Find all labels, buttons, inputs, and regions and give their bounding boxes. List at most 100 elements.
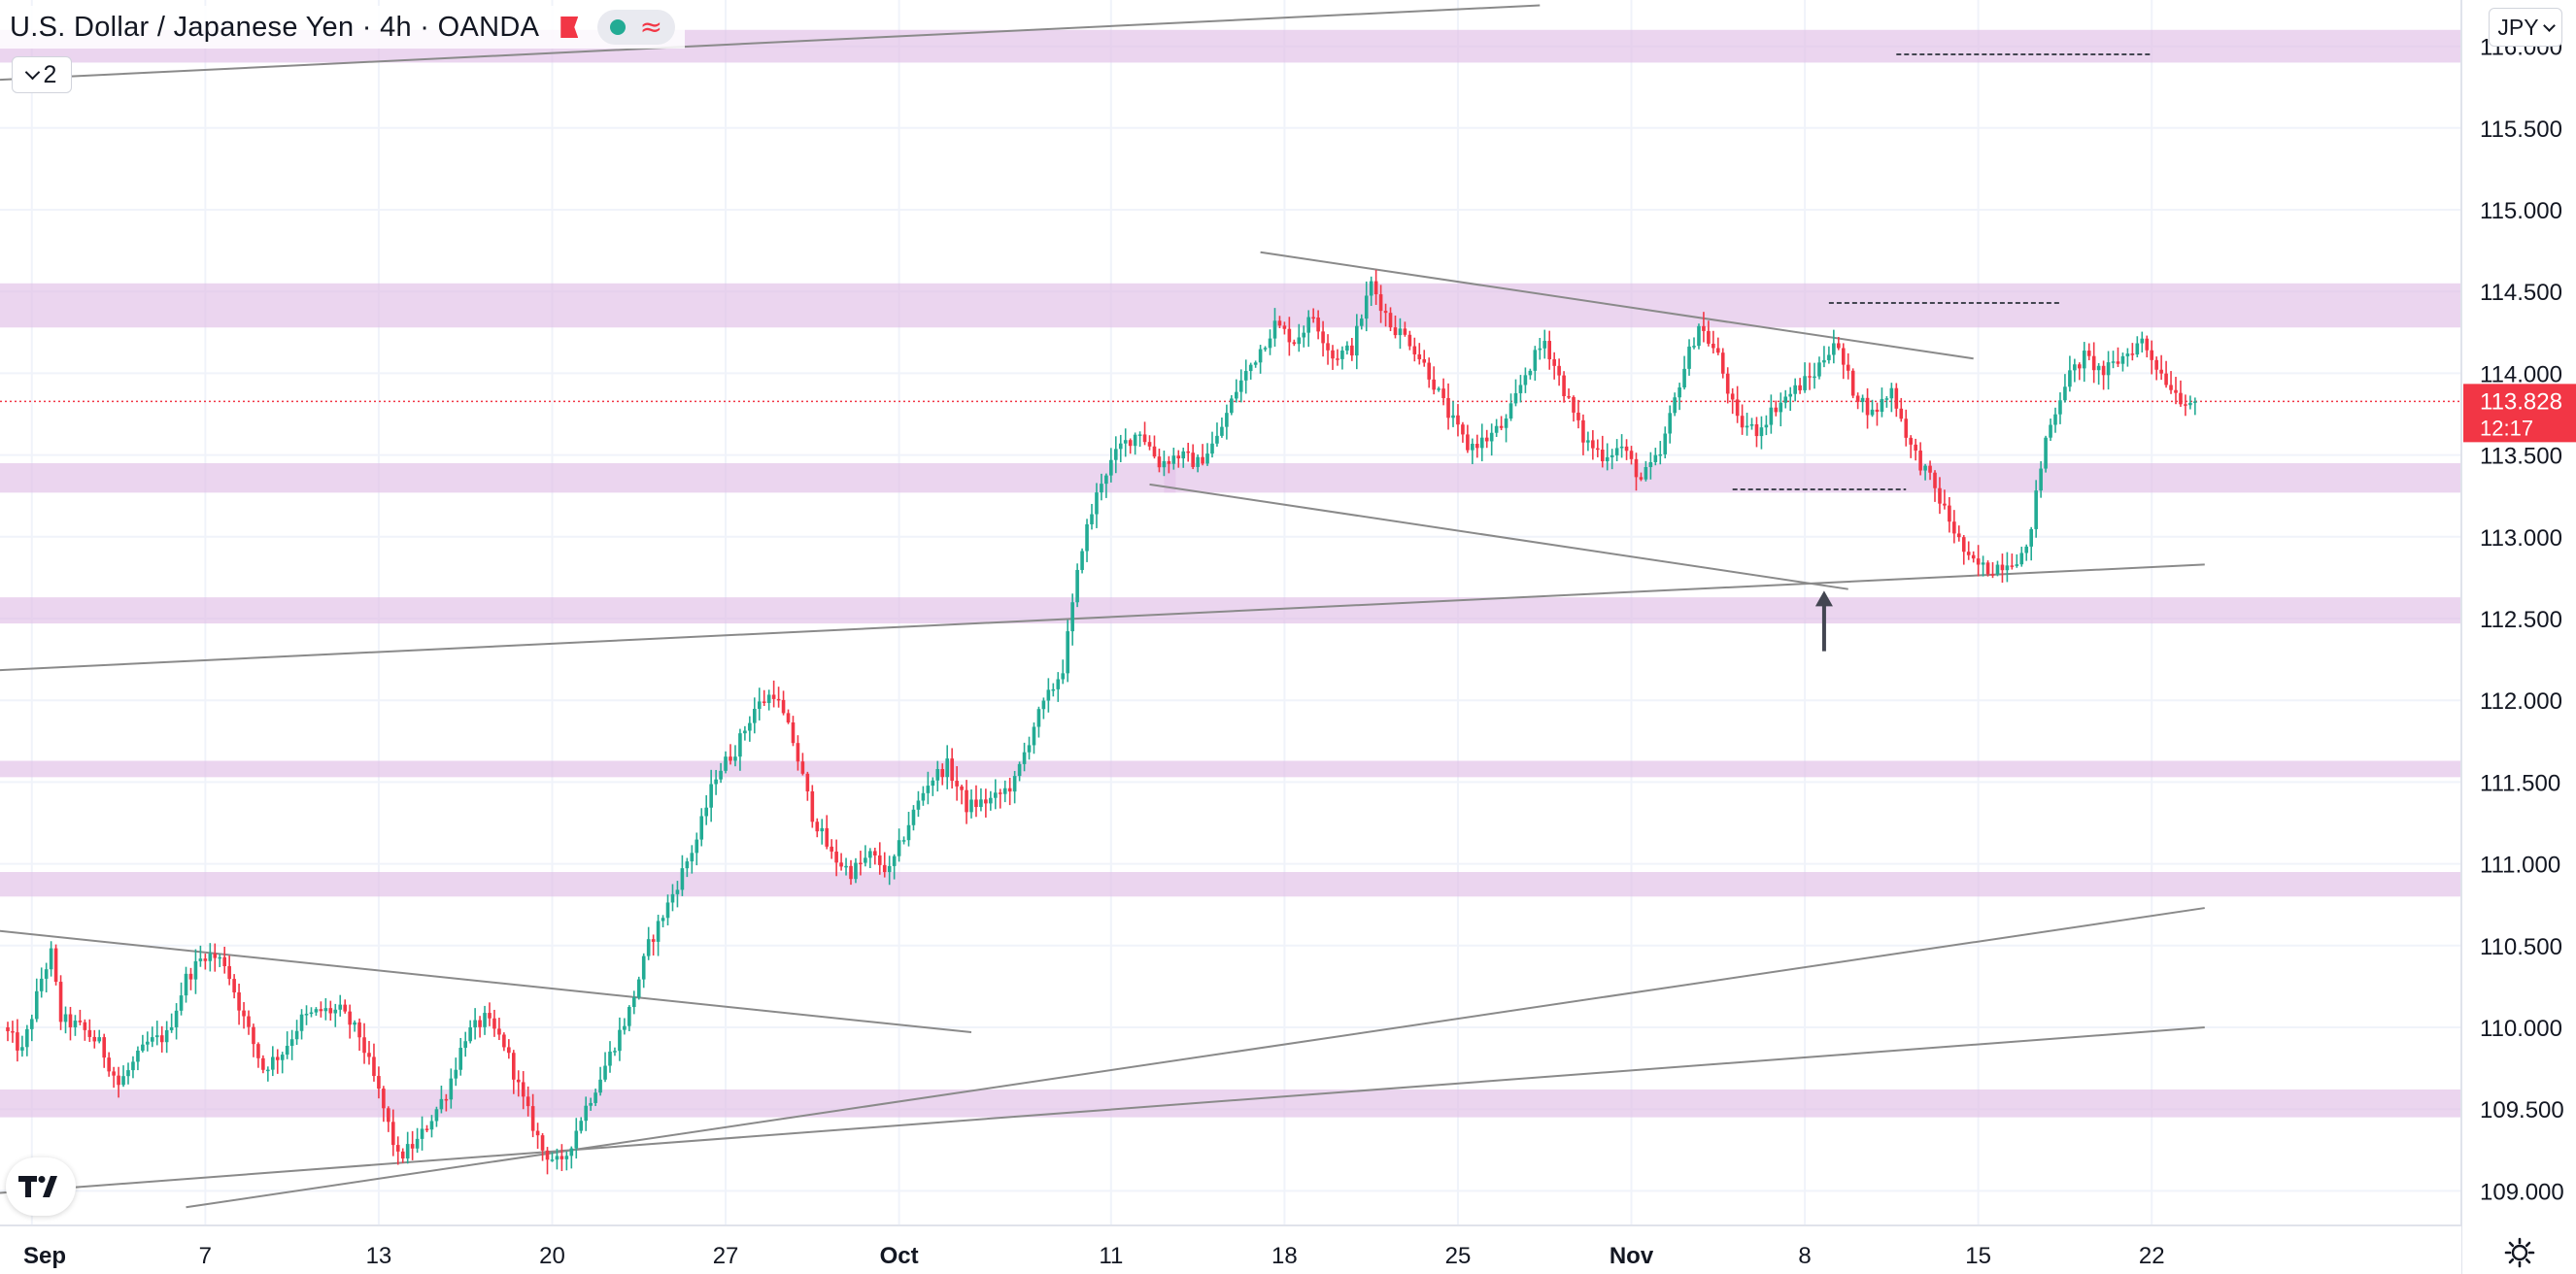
candle-body — [868, 851, 872, 858]
candle-body — [146, 1041, 150, 1045]
candle-body — [1586, 440, 1590, 443]
trend-line[interactable] — [0, 929, 972, 1034]
trend-line[interactable] — [0, 1026, 2205, 1194]
candle-body — [1171, 455, 1176, 464]
price-tick-label: 113.000 — [2480, 525, 2562, 552]
candle-body — [1562, 375, 1566, 397]
price-tick-label: 115.000 — [2480, 198, 2562, 224]
candle-body — [1966, 552, 1971, 555]
currency-select[interactable]: JPY — [2489, 8, 2562, 47]
candle-body — [68, 1014, 73, 1027]
candle-body — [1605, 456, 1610, 462]
candle-body — [367, 1053, 371, 1057]
symbol-legend[interactable]: U.S. Dollar / Japanese Yen · 4h · OANDA … — [0, 6, 686, 49]
candle-body — [1041, 700, 1046, 710]
flag-icon[interactable] — [560, 17, 579, 38]
candle-body — [314, 1009, 319, 1013]
market-status-pill[interactable]: ≈ — [597, 10, 676, 45]
candle-body — [1624, 446, 1629, 452]
time-tick-label: Oct — [880, 1243, 919, 1269]
candle-body — [724, 756, 728, 771]
candle-body — [2082, 351, 2086, 369]
candle-body — [1104, 475, 1108, 485]
candle-body — [1567, 396, 1571, 398]
price-zone — [0, 283, 2461, 328]
candle-body — [1716, 348, 1720, 353]
trend-line[interactable] — [1260, 251, 1974, 360]
trend-line[interactable] — [0, 4, 1541, 82]
candle-body — [1388, 313, 1393, 328]
indicators-toggle-button[interactable]: 2 — [12, 56, 72, 93]
candle-body — [864, 857, 867, 863]
gear-icon[interactable] — [2502, 1235, 2537, 1270]
time-axis-bg[interactable] — [0, 1225, 2461, 1274]
candle-body — [2078, 364, 2082, 369]
candle-body — [1282, 325, 1287, 329]
arrow-icon[interactable] — [1814, 590, 1833, 607]
candle-body — [935, 769, 940, 781]
candle-body — [1109, 459, 1113, 476]
candle-body — [1484, 437, 1489, 442]
price-axis-bg[interactable] — [2461, 0, 2576, 1274]
candle-body — [1513, 392, 1518, 404]
candle-body — [1730, 393, 1735, 400]
candle-body — [353, 1022, 356, 1025]
trend-line[interactable] — [0, 563, 2205, 672]
candle-body — [940, 769, 945, 778]
candle-body — [1720, 352, 1725, 374]
candle-body — [141, 1044, 145, 1051]
candle-body — [1162, 460, 1167, 468]
candle-body — [2188, 402, 2192, 406]
price-tick-label: 109.000 — [2480, 1179, 2564, 1205]
candle-body — [1860, 397, 1865, 402]
candle-body — [78, 1021, 83, 1023]
candle-body — [2096, 365, 2101, 371]
trend-line[interactable] — [1149, 483, 1848, 590]
candle-body — [2034, 490, 2038, 529]
candle-body — [1813, 376, 1816, 379]
candle-body — [771, 694, 776, 699]
candle-body — [901, 840, 906, 842]
trend-line[interactable] — [186, 907, 2205, 1209]
candle-body — [810, 790, 815, 822]
candle-body — [1528, 370, 1533, 376]
candle-body — [1673, 397, 1677, 414]
time-tick-label: 15 — [1965, 1243, 1991, 1269]
candle-body — [921, 792, 926, 801]
candle-body — [2145, 338, 2150, 351]
candle-body — [188, 973, 193, 980]
candle-body — [911, 809, 916, 825]
candle-body — [454, 1069, 458, 1079]
candle-body — [670, 893, 675, 903]
candle-body — [343, 1004, 347, 1012]
candle-body — [1061, 673, 1066, 680]
candle-body — [1142, 434, 1147, 443]
candle-body — [1658, 453, 1663, 456]
candle-body — [112, 1071, 116, 1076]
candle-body — [1359, 318, 1364, 326]
candle-body — [2086, 351, 2091, 356]
candle-body — [1012, 776, 1017, 792]
tradingview-logo-icon[interactable] — [6, 1157, 76, 1216]
candle-body — [1051, 688, 1056, 691]
candle-body — [815, 821, 820, 832]
candle-body — [102, 1037, 106, 1058]
candle-body — [2024, 546, 2029, 553]
candle-body — [434, 1109, 439, 1122]
candle-body — [1817, 362, 1821, 377]
candle-body — [1056, 679, 1061, 689]
candle-body — [1002, 788, 1007, 794]
zone-accent — [1164, 463, 1176, 493]
candle-body — [1441, 388, 1445, 399]
logo-mark — [18, 1176, 57, 1197]
candle-body — [429, 1121, 434, 1130]
candle-body — [2005, 565, 2010, 571]
candle-body — [1128, 440, 1133, 447]
candle-body — [1923, 465, 1927, 471]
candle-body — [1494, 425, 1499, 433]
candle-body — [1572, 396, 1576, 413]
candle-body — [299, 1014, 304, 1031]
candle-body — [1985, 562, 1990, 575]
candle-body — [237, 991, 241, 1011]
